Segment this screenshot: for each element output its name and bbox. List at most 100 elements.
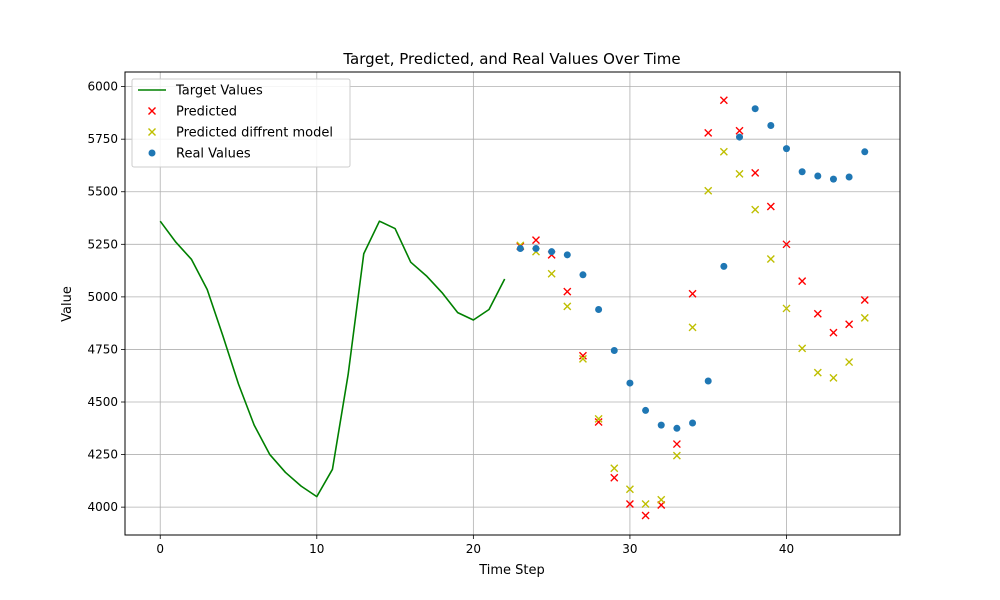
data-point-predicted-diffrent-model [625,485,634,494]
data-point-predicted-diffrent-model-stroke [688,323,697,332]
target-values-line [159,220,506,498]
data-point-real-values [814,172,822,180]
data-point-predicted-diffrent-model-stroke [563,302,572,311]
axis-ticks: 0 10 20 30 40 4000 4250 4500 4750 5000 5250 5500 575… [87,80,794,556]
data-point-predicted [735,126,744,135]
data-point-predicted [594,417,603,426]
data-point-predicted-stroke [531,236,540,245]
data-point-predicted-diffrent-model [547,269,556,278]
legend-label-target-values: Target Values [175,84,263,99]
data-point-predicted-diffrent-model-stroke [735,169,744,178]
data-point-predicted-diffrent-model-stroke [829,373,838,382]
data-point-real-values [579,271,587,279]
data-point-predicted-stroke [563,287,572,296]
data-point-real-values [642,406,650,414]
data-point-predicted-diffrent-model-stroke [672,451,681,460]
data-point-real-values [548,248,556,256]
data-point-predicted [704,128,713,137]
data-point-real-values [767,122,775,130]
data-point-predicted [672,440,681,449]
data-point-predicted-stroke [688,289,697,298]
legend-label-predicted-diffrent-model: Predicted diffrent model [176,126,333,141]
data-point-real-values [673,424,681,432]
data-point-predicted-diffrent-model-stroke [578,354,587,363]
data-point-predicted-stroke [860,296,869,305]
data-point-predicted-stroke [735,126,744,135]
chart-title: Target, Predicted, and Real Values Over … [342,50,680,68]
data-point-predicted [860,296,869,305]
x-axis-label: Time Step [478,563,545,578]
data-point-real-values [861,148,869,156]
data-point-real-values [798,168,806,176]
data-point-predicted-stroke [719,96,728,105]
legend-box [131,78,351,168]
data-point-predicted-stroke [625,499,634,508]
x-tick-label: 40 [779,542,794,556]
data-point-predicted-diffrent-model [766,255,775,264]
data-point-predicted-diffrent-model-stroke [719,147,728,156]
legend-handle-predicted-diffrent-model [148,128,156,136]
data-point-predicted-diffrent-model [860,313,869,322]
data-point-predicted-diffrent-model-stroke [704,186,713,195]
data-point-real-values [532,245,540,253]
data-point-predicted [719,96,728,105]
y-tick-label: 5500 [87,185,118,199]
series-target-values [159,220,506,498]
data-point-predicted-diffrent-model [719,147,728,156]
data-point-predicted-diffrent-model-stroke [594,414,603,423]
data-point-predicted-diffrent-model-stroke [798,344,807,353]
x-tick-label: 10 [309,542,324,556]
data-point-predicted-diffrent-model [829,373,838,382]
data-point-predicted-diffrent-model [845,358,854,367]
data-point-predicted-diffrent-model-stroke [813,368,822,377]
series-predicted-diffrent-model [516,147,869,508]
data-point-predicted-diffrent-model [563,302,572,311]
data-point-predicted-diffrent-model [782,304,791,313]
data-point-predicted-stroke [751,168,760,177]
data-point-real-values [829,175,837,183]
data-point-predicted-stroke [766,202,775,211]
y-tick-label: 6000 [87,80,118,94]
data-point-predicted [578,351,587,360]
data-point-predicted-diffrent-model-stroke [641,499,650,508]
data-point-real-values [845,173,853,181]
x-tick-label: 0 [156,542,164,556]
data-point-predicted-diffrent-model-stroke [782,304,791,313]
x-tick-label: 20 [466,542,481,556]
data-point-predicted-diffrent-model-stroke [766,255,775,264]
data-point-predicted-diffrent-model [578,354,587,363]
data-point-real-values [720,262,728,270]
data-point-predicted-stroke [594,417,603,426]
data-point-real-values [657,421,665,429]
data-point-predicted-stroke [610,473,619,482]
y-tick-label: 4000 [87,500,118,514]
data-point-predicted-diffrent-model-stroke [845,358,854,367]
data-point-predicted [563,287,572,296]
data-point-predicted [766,202,775,211]
data-point-real-values [610,346,618,354]
data-point-predicted-diffrent-model [688,323,697,332]
data-point-real-values [626,379,634,387]
data-point-predicted-diffrent-model [813,368,822,377]
data-point-predicted-diffrent-model [594,414,603,423]
data-point-predicted [610,473,619,482]
data-point-real-values [516,245,524,253]
data-point-real-values [595,305,603,313]
series-predicted [516,96,869,520]
data-point-real-values [751,105,759,113]
data-point-predicted-diffrent-model [672,451,681,460]
y-axis-label: Value [60,286,75,322]
data-point-predicted-stroke [782,240,791,249]
data-point-predicted-diffrent-model [735,169,744,178]
data-point-predicted-diffrent-model [610,464,619,473]
y-tick-label: 4500 [87,395,118,409]
data-point-predicted-diffrent-model [751,205,760,214]
legend-handle-predicted [148,107,156,115]
data-point-real-values [704,377,712,385]
data-point-predicted-diffrent-model [641,499,650,508]
legend-handle-real-values [148,149,156,157]
data-point-predicted-stroke [829,328,838,337]
data-point-predicted [829,328,838,337]
y-tick-label: 4750 [87,342,118,356]
data-point-predicted-stroke [578,351,587,360]
